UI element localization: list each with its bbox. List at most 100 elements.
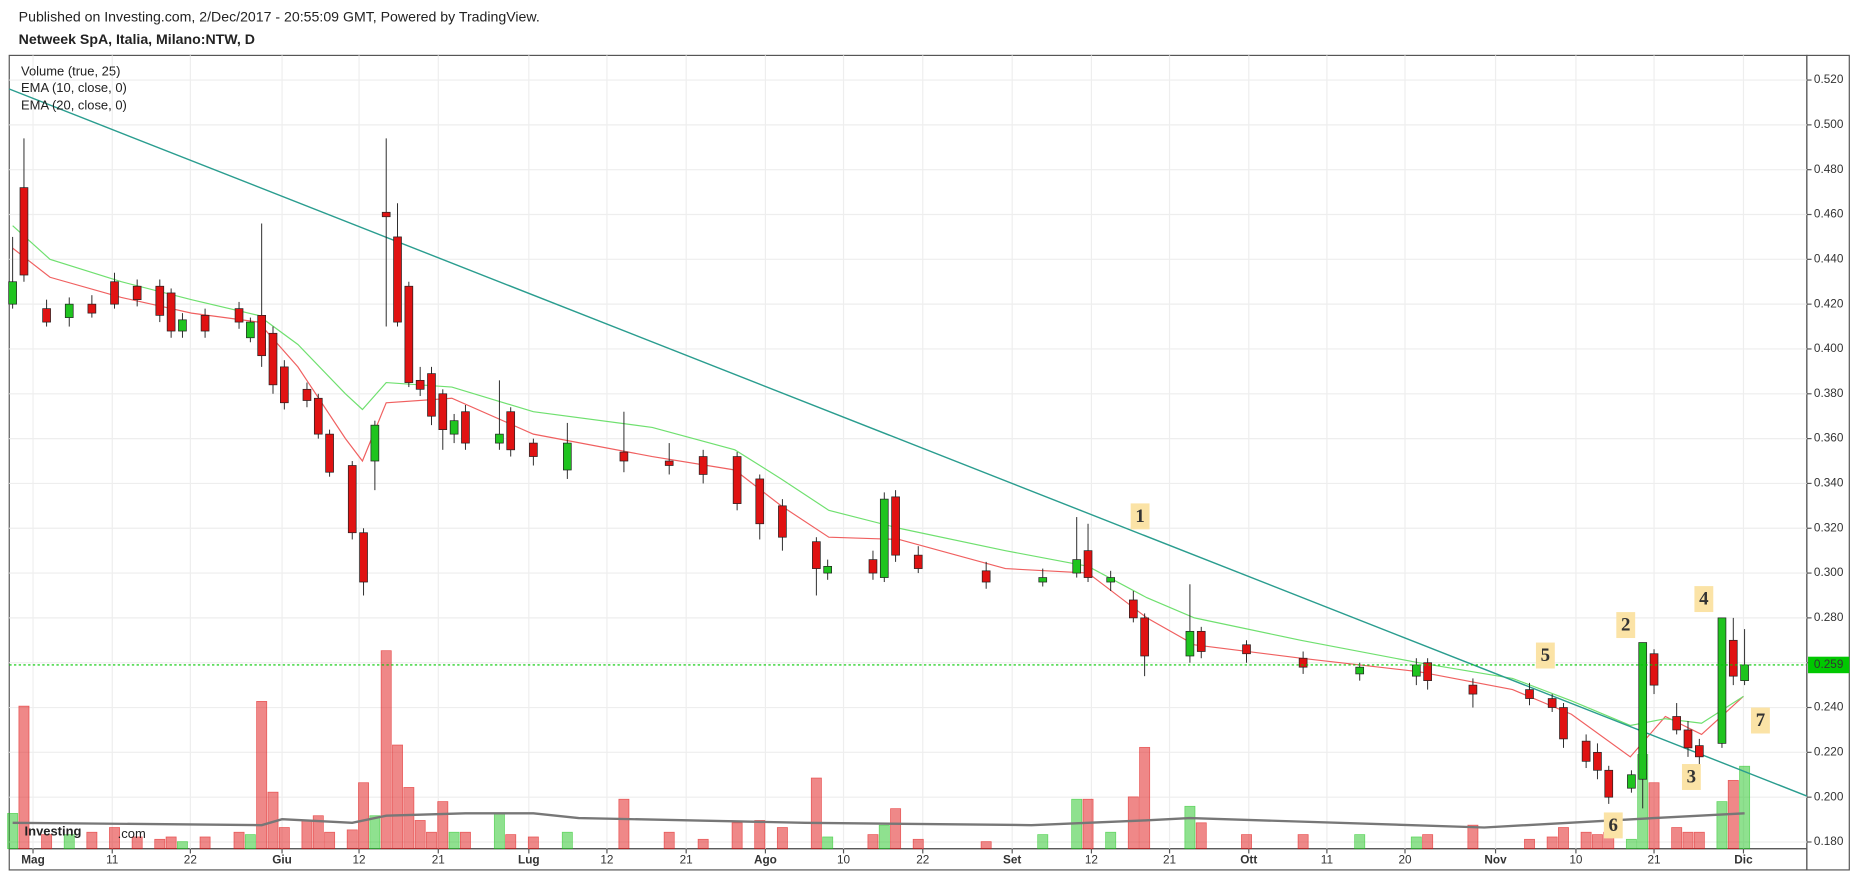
candle-body (1412, 664, 1421, 677)
last-price-box (1808, 656, 1850, 674)
candle-body (178, 319, 187, 332)
candle-body (87, 303, 97, 314)
annotation-box (1130, 503, 1150, 530)
x-tick-label: Set (1003, 854, 1021, 867)
candle-body (823, 565, 832, 574)
candle-body (1547, 698, 1557, 708)
volume-bar (1580, 831, 1592, 850)
x-tick-label: 11 (106, 854, 118, 867)
candle-body (1695, 745, 1704, 758)
volume-bar (392, 744, 403, 850)
volume-bar (822, 836, 834, 850)
volume-bar (1716, 801, 1728, 850)
x-tick-label: 11 (1321, 854, 1333, 867)
volume-bar (312, 815, 324, 850)
candle-body (381, 211, 391, 218)
candle-body (347, 465, 357, 534)
annotation-label: 2 (1621, 615, 1630, 636)
candle-body (495, 433, 504, 444)
candle-body (1728, 639, 1738, 677)
volume-bar (278, 827, 290, 850)
candle-body (313, 397, 323, 435)
volume-bar (1105, 831, 1117, 850)
candle-body (619, 451, 629, 462)
volume-bar (109, 827, 120, 850)
volume-bar (890, 808, 902, 850)
candle-body (1740, 664, 1749, 681)
candle-body (755, 478, 765, 525)
volume-bar (493, 812, 505, 850)
annotation-box (1603, 812, 1623, 839)
y-tick-label: 0.460 (1814, 208, 1844, 221)
x-tick-label: 21 (432, 854, 445, 867)
candle-body (302, 388, 312, 401)
volume-bar (1671, 827, 1683, 850)
annotation-label: 4 (1699, 589, 1709, 610)
volume-bar (7, 812, 19, 850)
x-tick-label: Nov (1484, 854, 1507, 867)
candle-body (1355, 666, 1365, 675)
x-tick-label: 10 (837, 854, 851, 867)
candle-body (234, 308, 244, 323)
candle-body (1185, 630, 1195, 657)
x-tick-label: 22 (184, 854, 197, 867)
annotation-label: 3 (1687, 767, 1696, 788)
volume-bar (346, 829, 358, 850)
candle-body (1717, 617, 1727, 744)
candle-body (1140, 617, 1149, 657)
volume-bar (414, 820, 426, 850)
x-tick-label: 21 (1163, 854, 1176, 867)
candle-body (1683, 729, 1693, 749)
candle-body (868, 559, 878, 574)
legend-ema10: EMA (10, close, 0) (21, 80, 127, 95)
x-tick-label: Ago (754, 854, 777, 867)
trendline (8, 88, 1808, 797)
x-tick-label: 10 (1569, 854, 1583, 867)
overlay-layer: 0.259 1 2 3 4 5 6 7 (9, 503, 1850, 839)
volume-bar (176, 841, 188, 850)
candle-layer (8, 138, 1749, 809)
candle-body (913, 554, 923, 569)
x-tick-label: 12 (600, 854, 613, 867)
volume-bar (1195, 822, 1207, 850)
chart-title: Netweek SpA, Italia, Milano:NTW, D (19, 31, 255, 47)
candle-body (1627, 774, 1636, 789)
volume-bar (1546, 836, 1558, 850)
y-tick-label: 0.340 (1814, 477, 1844, 490)
y-tick-label: 0.220 (1814, 745, 1844, 758)
volume-bar (663, 831, 675, 850)
candle-body (664, 460, 674, 466)
volume-bar (1354, 834, 1366, 850)
y-tick-label: 0.200 (1814, 790, 1844, 803)
candle-body (1083, 550, 1093, 578)
annotation-label: 5 (1541, 645, 1550, 666)
volume-bar (63, 834, 75, 850)
candle-body (415, 379, 425, 390)
volume-bar (380, 650, 392, 850)
publisher-note: Published on Investing.com, 2/Dec/2017 -… (19, 8, 540, 24)
candle-body (1649, 653, 1659, 686)
annotation-box (1535, 642, 1555, 669)
x-tick-label: 12 (352, 854, 365, 867)
candle-body (438, 393, 448, 430)
volume-bar (86, 831, 98, 850)
x-tick-label: Mag (21, 854, 45, 867)
volume-bar (358, 782, 370, 850)
volume-bar (301, 820, 313, 850)
candle-body (1106, 577, 1115, 583)
volume-bar (1558, 827, 1569, 850)
x-tick-label: Ott (1240, 854, 1257, 867)
x-tick-label: Dic (1734, 854, 1753, 867)
volume-bar (154, 838, 166, 850)
y-tick-label: 0.520 (1814, 73, 1844, 86)
x-tick-label: Giu (272, 854, 292, 867)
volume-bar (1467, 824, 1479, 850)
volume-bar (403, 787, 415, 850)
candle-body (427, 373, 436, 417)
candle-body (732, 456, 742, 504)
volume-bar (448, 831, 460, 850)
price-axis-frame (1806, 54, 1850, 871)
candle-body (257, 315, 266, 357)
legend-volume: Volume (true, 25) (21, 63, 120, 78)
